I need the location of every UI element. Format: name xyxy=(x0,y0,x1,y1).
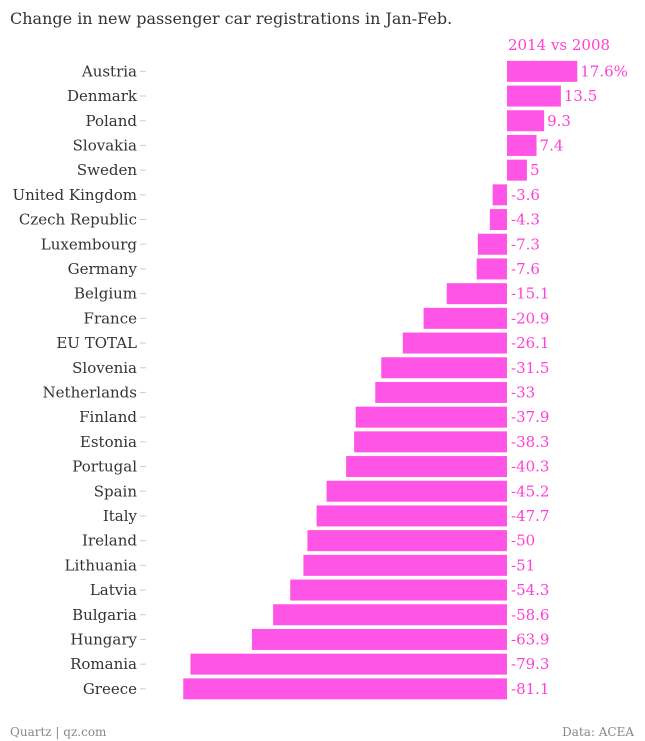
category-ticks xyxy=(140,70,146,690)
category-label-luxembourg: Luxembourg xyxy=(41,235,138,253)
value-label-luxembourg: -7.3 xyxy=(511,235,540,253)
value-label-portugal: -40.3 xyxy=(511,458,549,476)
category-label-romania: Romania xyxy=(70,655,137,673)
bar-estonia xyxy=(354,431,507,453)
category-label-germany: Germany xyxy=(68,260,138,278)
category-label-lithuania: Lithuania xyxy=(65,556,138,574)
value-label-france: -20.9 xyxy=(511,309,549,327)
value-label-austria: 17.6% xyxy=(580,62,628,80)
value-label-italy: -47.7 xyxy=(511,507,549,525)
value-label-spain: -45.2 xyxy=(511,482,549,500)
category-label-ireland: Ireland xyxy=(82,532,137,550)
bar-czech-republic xyxy=(489,209,507,231)
category-label-portugal: Portugal xyxy=(72,458,137,476)
value-label-eu-total: -26.1 xyxy=(511,334,549,352)
bar-united-kingdom xyxy=(492,184,507,206)
category-label-poland: Poland xyxy=(85,112,137,130)
bar-spain xyxy=(326,480,507,502)
bar-slovenia xyxy=(381,357,507,379)
bar-italy xyxy=(316,505,507,527)
value-label-latvia: -54.3 xyxy=(511,581,549,599)
value-label-ireland: -50 xyxy=(511,532,535,550)
bars xyxy=(183,60,578,700)
category-label-slovakia: Slovakia xyxy=(73,136,137,154)
value-label-czech-republic: -4.3 xyxy=(511,211,540,229)
bar-netherlands xyxy=(375,381,507,403)
value-label-germany: -7.6 xyxy=(511,260,540,278)
bar-denmark xyxy=(507,85,561,107)
bar-luxembourg xyxy=(477,233,507,255)
value-label-romania: -79.3 xyxy=(511,655,549,673)
value-label-slovenia: -31.5 xyxy=(511,359,549,377)
bar-austria xyxy=(507,60,578,82)
category-label-sweden: Sweden xyxy=(77,161,137,179)
value-label-poland: 9.3 xyxy=(547,112,571,130)
category-label-denmark: Denmark xyxy=(67,87,138,105)
category-label-greece: Greece xyxy=(83,680,137,698)
category-label-belgium: Belgium xyxy=(74,285,137,303)
category-label-eu-total: EU TOTAL xyxy=(56,334,137,352)
value-label-hungary: -63.9 xyxy=(511,630,549,648)
chart-title: Change in new passenger car registration… xyxy=(10,9,452,28)
value-label-finland: -37.9 xyxy=(511,408,549,426)
value-label-bulgaria: -58.6 xyxy=(511,606,549,624)
bar-france xyxy=(423,307,507,329)
bar-germany xyxy=(476,258,507,280)
value-labels: 17.6% 13.5 9.3 7.45 -3.6 -4.3 -7.3 -7.6 -15.1 -20… xyxy=(511,62,628,698)
value-label-united-kingdom: -3.6 xyxy=(511,186,540,204)
category-label-estonia: Estonia xyxy=(80,433,137,451)
bar-hungary xyxy=(251,628,507,650)
category-label-italy: Italy xyxy=(103,507,138,525)
category-label-hungary: Hungary xyxy=(70,630,137,648)
value-label-belgium: -15.1 xyxy=(511,285,549,303)
value-label-netherlands: -33 xyxy=(511,383,535,401)
category-label-spain: Spain xyxy=(94,482,138,500)
bar-finland xyxy=(355,406,507,428)
bar-greece xyxy=(183,678,508,700)
footer-source-left: Quartz | qz.com xyxy=(10,725,107,739)
category-label-bulgaria: Bulgaria xyxy=(72,606,137,624)
bar-ireland xyxy=(307,530,507,552)
value-label-slovakia: 7.4 xyxy=(540,136,564,154)
category-label-netherlands: Netherlands xyxy=(43,383,137,401)
value-label-sweden: 5 xyxy=(530,161,540,179)
bar-sweden xyxy=(507,159,527,181)
bar-belgium xyxy=(446,283,507,305)
value-label-estonia: -38.3 xyxy=(511,433,549,451)
category-label-slovenia: Slovenia xyxy=(72,359,137,377)
bar-romania xyxy=(190,653,507,675)
category-label-france: France xyxy=(84,309,138,327)
bar-latvia xyxy=(290,579,507,601)
category-label-czech-republic: Czech Republic xyxy=(19,211,137,229)
bar-poland xyxy=(507,110,545,132)
category-label-latvia: Latvia xyxy=(90,581,137,599)
value-label-lithuania: -51 xyxy=(511,556,535,574)
category-label-finland: Finland xyxy=(79,408,137,426)
category-label-united-kingdom: United Kingdom xyxy=(13,186,138,204)
bar-lithuania xyxy=(303,554,507,576)
footer-source-right: Data: ACEA xyxy=(562,725,634,739)
value-label-denmark: 13.5 xyxy=(564,87,597,105)
bar-slovakia xyxy=(507,134,537,156)
value-label-greece: -81.1 xyxy=(511,680,549,698)
bar-portugal xyxy=(346,456,507,478)
category-label-austria: Austria xyxy=(81,62,137,80)
bar-bulgaria xyxy=(273,604,507,626)
category-labels: Austria Denmark Poland Slovakia Sweden United… xyxy=(13,62,138,698)
series-header: 2014 vs 2008 xyxy=(508,36,610,54)
bar-eu-total xyxy=(402,332,507,354)
